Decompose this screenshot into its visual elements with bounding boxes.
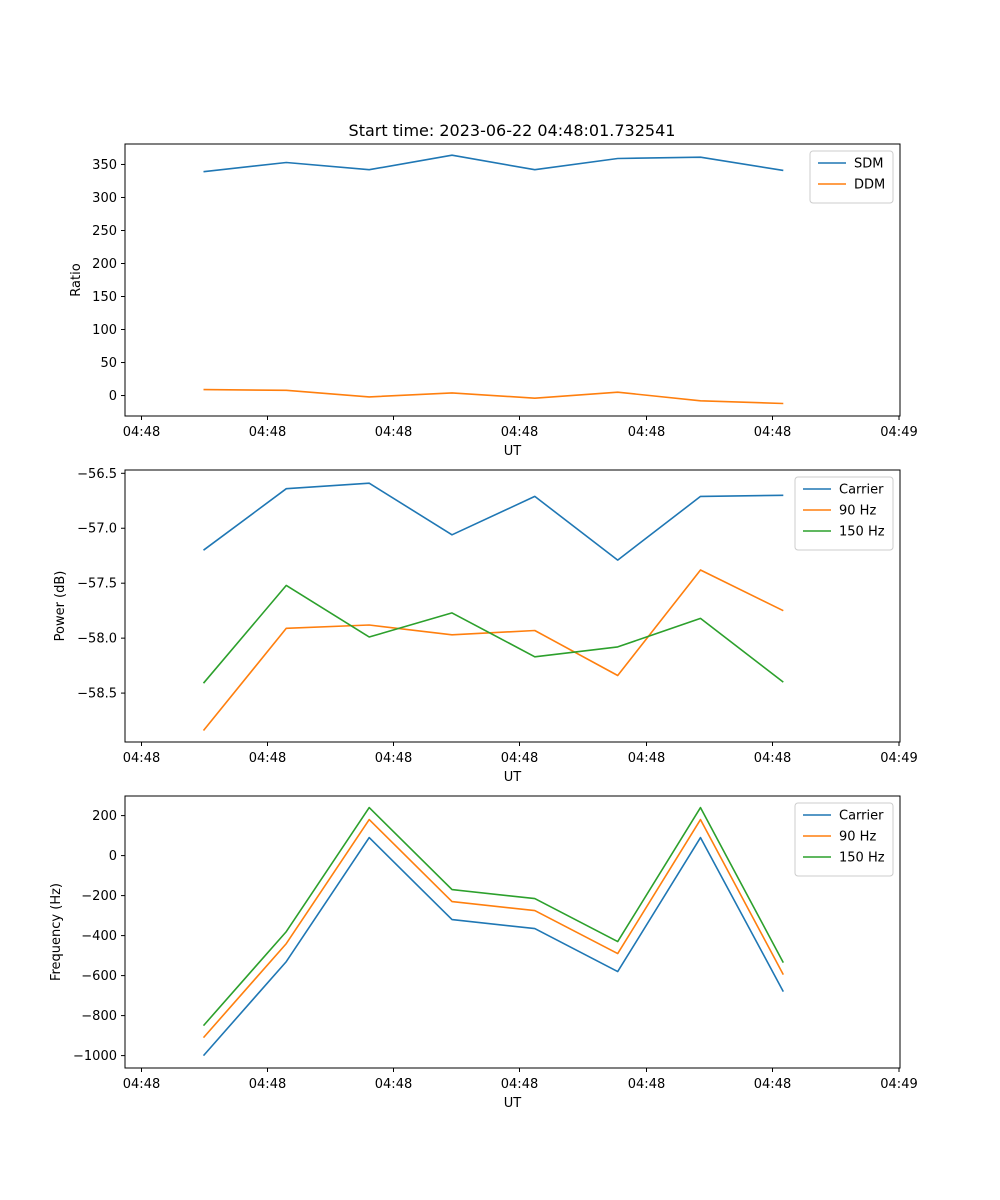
legend-label: 90 Hz	[839, 504, 876, 519]
series-line-150-hz	[202, 584, 784, 684]
y-tick-label: −58.5	[77, 687, 117, 702]
y-tick-label: −57.5	[77, 577, 117, 592]
y-axis-label: Frequency (Hz)	[49, 883, 64, 981]
y-tick-label: 150	[92, 290, 117, 305]
x-axis-label: UT	[504, 1096, 522, 1111]
series-line-ddm	[203, 388, 784, 405]
x-tick-label: 04:48	[754, 751, 791, 766]
x-tick-label: 04:48	[628, 425, 665, 440]
y-tick-label: 200	[92, 809, 117, 824]
y-tick-label: 250	[92, 224, 117, 239]
legend: Carrier 90 Hz 150 Hz	[794, 802, 894, 877]
x-tick-label: 04:48	[375, 425, 412, 440]
x-tick-label: 04:48	[754, 1077, 791, 1092]
y-tick-label: 0	[109, 389, 117, 404]
y-tick-label: −57.0	[77, 522, 117, 537]
series-line-90-hz	[202, 818, 785, 1039]
x-tick-label: 04:49	[880, 1077, 917, 1092]
legend: SDM DDM	[809, 150, 894, 204]
x-tick-label: 04:48	[123, 1077, 160, 1092]
legend-label: SDM	[854, 157, 883, 172]
axes-frame	[124, 795, 901, 1069]
y-tick-label: −200	[81, 889, 117, 904]
x-tick-label: 04:48	[501, 425, 538, 440]
x-tick-label: 04:48	[375, 751, 412, 766]
y-tick-label: 50	[100, 356, 117, 371]
x-axis-label: UT	[504, 444, 522, 459]
axes-frame	[124, 469, 901, 743]
subplot-3: −1000 −800 −600 −400 −200 0 200 04:48 04:48 04:48…	[49, 795, 918, 1111]
y-tick-label: 0	[109, 849, 117, 864]
axes-frame	[124, 143, 901, 417]
x-tick-label: 04:48	[249, 751, 286, 766]
x-tick-label: 04:48	[123, 425, 160, 440]
y-tick-label: 350	[92, 158, 117, 173]
x-tick-label: 04:48	[628, 1077, 665, 1092]
plots: 0 50 100 150 200 250 300 350 04:48 04:48 04:48 04:4…	[49, 143, 918, 1111]
x-tick-label: 04:48	[501, 751, 538, 766]
y-axis-label: Power (dB)	[53, 571, 68, 642]
legend: Carrier 90 Hz 150 Hz	[794, 476, 894, 551]
y-tick-label: 300	[92, 191, 117, 206]
x-axis-label: UT	[504, 770, 522, 785]
figure-title: Start time: 2023-06-22 04:48:01.732541	[349, 121, 676, 140]
x-tick-label: 04:49	[880, 751, 917, 766]
legend-label: 90 Hz	[839, 830, 876, 845]
legend-label: DDM	[854, 178, 885, 193]
y-tick-label: 200	[92, 257, 117, 272]
legend-label: Carrier	[839, 809, 884, 824]
legend-label: Carrier	[839, 483, 884, 498]
x-tick-label: 04:48	[501, 1077, 538, 1092]
y-tick-label: −800	[81, 1009, 117, 1024]
legend-box	[809, 150, 894, 204]
y-tick-label: −600	[81, 969, 117, 984]
series-line-carrier	[202, 836, 785, 1057]
y-tick-label: −1000	[73, 1049, 117, 1064]
x-tick-label: 04:48	[754, 425, 791, 440]
y-tick-label: −58.0	[77, 632, 117, 647]
x-tick-label: 04:48	[375, 1077, 412, 1092]
x-tick-label: 04:48	[628, 751, 665, 766]
x-tick-label: 04:48	[249, 425, 286, 440]
y-tick-label: −400	[81, 929, 117, 944]
series-line-carrier	[203, 482, 784, 561]
series-line-90-hz	[202, 569, 784, 732]
series-line-150-hz	[202, 806, 785, 1027]
x-tick-label: 04:48	[249, 1077, 286, 1092]
legend-label: 150 Hz	[839, 525, 885, 540]
x-tick-label: 04:48	[123, 751, 160, 766]
y-axis-label: Ratio	[69, 263, 84, 296]
subplot-2: −58.5 −58.0 −57.5 −57.0 −56.5 04:48 04:48 04:48…	[53, 467, 918, 785]
y-tick-label: −56.5	[77, 467, 117, 482]
y-tick-label: 100	[92, 323, 117, 338]
subplot-1: 0 50 100 150 200 250 300 350 04:48 04:48 04:48 04:4…	[69, 143, 918, 459]
legend-label: 150 Hz	[839, 851, 885, 866]
series-line-sdm	[203, 154, 784, 173]
x-tick-label: 04:49	[880, 425, 917, 440]
